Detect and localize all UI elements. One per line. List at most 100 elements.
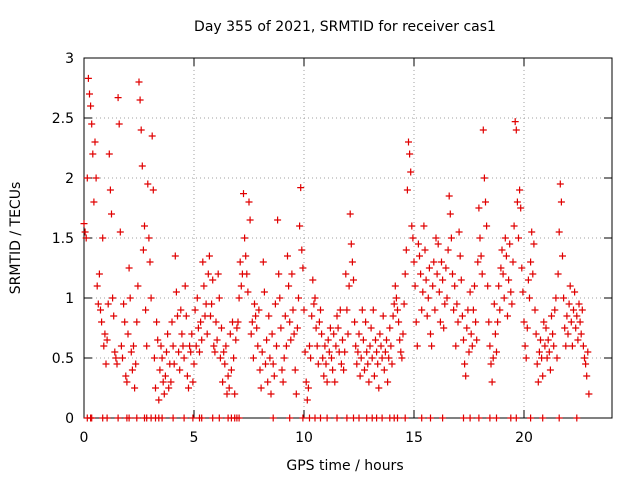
data-point (82, 234, 90, 242)
data-point (131, 384, 139, 392)
data-point (312, 324, 320, 332)
data-point (212, 318, 220, 326)
data-point (450, 306, 458, 314)
data-point (219, 378, 227, 386)
data-point (153, 318, 161, 326)
data-point (310, 300, 318, 308)
data-point (248, 318, 256, 326)
data-point (339, 336, 346, 344)
data-point (147, 294, 155, 302)
data-point (145, 234, 153, 242)
data-point (509, 258, 517, 266)
data-point (267, 390, 275, 398)
data-point (169, 342, 177, 350)
data-point (252, 312, 260, 320)
data-point (422, 276, 430, 284)
data-point (455, 228, 463, 236)
data-point (573, 414, 581, 422)
data-point (152, 384, 159, 392)
data-point (148, 132, 156, 140)
data-point (304, 384, 312, 392)
data-point (237, 282, 245, 290)
data-point (288, 270, 296, 278)
data-point (406, 150, 414, 158)
data-point (401, 270, 409, 278)
data-point (251, 300, 258, 308)
data-point (330, 330, 338, 338)
data-point (439, 414, 447, 422)
data-point (155, 396, 163, 404)
data-point (363, 348, 371, 356)
data-point (302, 378, 310, 386)
y-tick-label: 0 (65, 411, 74, 427)
data-point (408, 222, 416, 230)
data-point (417, 270, 425, 278)
data-point (582, 360, 590, 368)
data-point (142, 306, 150, 314)
x-tick-label: 5 (190, 430, 199, 446)
data-point (552, 294, 560, 302)
data-point (394, 414, 401, 422)
y-tick-label: 1.5 (52, 231, 74, 247)
data-point (301, 348, 309, 356)
x-tick-label: 15 (405, 430, 423, 446)
data-point (114, 94, 122, 102)
data-point (211, 348, 219, 356)
data-point (170, 360, 178, 368)
data-point (172, 288, 180, 296)
data-point (298, 246, 306, 254)
data-point (378, 414, 386, 422)
data-point (303, 396, 311, 404)
data-point (423, 312, 431, 320)
data-point (388, 360, 396, 368)
data-point (493, 348, 500, 356)
data-point (574, 336, 582, 344)
data-point (498, 246, 506, 254)
data-point (373, 348, 381, 356)
data-point (175, 348, 183, 356)
data-point (409, 234, 417, 242)
data-point (383, 336, 390, 344)
data-point (93, 282, 101, 290)
data-point (462, 372, 470, 380)
data-point (348, 258, 356, 266)
data-point (345, 282, 353, 290)
data-point (443, 294, 451, 302)
data-point (256, 366, 264, 374)
data-point (429, 282, 437, 290)
data-point (460, 414, 467, 422)
data-point (168, 318, 176, 326)
data-point (403, 186, 411, 194)
data-point (420, 222, 428, 230)
data-point (508, 300, 516, 308)
data-point (297, 184, 305, 192)
data-point (114, 414, 122, 422)
data-point (84, 74, 92, 82)
data-point (344, 330, 352, 338)
data-point (343, 414, 351, 422)
data-point (135, 78, 143, 86)
data-point (387, 342, 395, 350)
data-point (491, 330, 499, 338)
data-point (479, 126, 487, 134)
data-point (457, 276, 465, 284)
data-point (471, 282, 478, 290)
data-point (410, 258, 418, 266)
data-point (555, 414, 563, 422)
data-point (161, 372, 169, 380)
data-point (485, 318, 493, 326)
data-point (333, 414, 341, 422)
data-point (570, 306, 577, 314)
data-point (199, 258, 207, 266)
data-point (463, 324, 471, 332)
data-point (585, 390, 593, 398)
data-point (314, 360, 322, 368)
data-point (276, 294, 284, 302)
data-point (385, 354, 393, 362)
data-point (391, 282, 399, 290)
data-point (102, 360, 110, 368)
data-point (489, 354, 497, 362)
data-point (341, 348, 349, 356)
data-point (317, 306, 324, 314)
data-point (156, 366, 164, 374)
